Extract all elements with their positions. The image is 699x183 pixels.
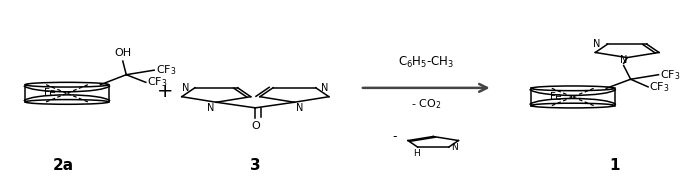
Text: Fe: Fe	[45, 88, 56, 98]
Text: - CO$_2$: - CO$_2$	[411, 97, 441, 111]
Text: 2a: 2a	[53, 158, 74, 173]
Text: Fe: Fe	[550, 92, 562, 102]
Text: -: -	[393, 130, 397, 143]
Text: N: N	[593, 39, 600, 49]
Text: CF$_3$: CF$_3$	[649, 80, 670, 94]
Text: 3: 3	[250, 158, 261, 173]
Text: OH: OH	[114, 48, 131, 58]
Text: C$_6$H$_5$-CH$_3$: C$_6$H$_5$-CH$_3$	[398, 55, 454, 70]
Text: +: +	[157, 82, 173, 101]
Text: H: H	[413, 149, 419, 158]
Text: N: N	[452, 143, 459, 152]
Text: CF$_3$: CF$_3$	[147, 75, 168, 89]
Text: N: N	[620, 55, 627, 65]
Text: N: N	[182, 83, 189, 93]
Text: CF$_3$: CF$_3$	[660, 68, 680, 82]
Text: N: N	[207, 103, 214, 113]
Text: N: N	[322, 83, 329, 93]
Text: CF$_3$: CF$_3$	[156, 63, 176, 77]
Text: N: N	[296, 103, 304, 113]
Text: 1: 1	[610, 158, 620, 173]
Text: O: O	[251, 121, 260, 131]
